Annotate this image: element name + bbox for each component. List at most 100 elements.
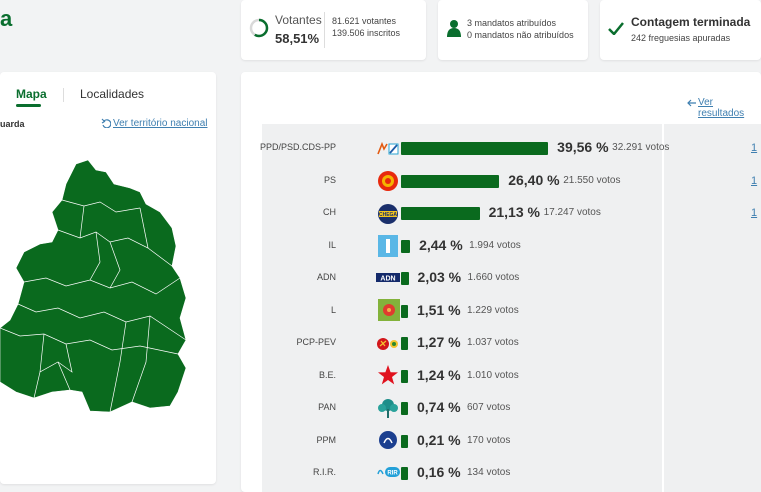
result-percent: 0,74 % — [417, 399, 461, 415]
map-panel: Mapa Localidades uarda Ver território na… — [0, 72, 216, 484]
party-name: IL — [328, 239, 336, 250]
result-votes: 1.037 votos — [467, 337, 519, 348]
party-name: PS — [323, 174, 336, 185]
result-percent: 0,21 % — [417, 431, 461, 448]
result-bar — [401, 239, 411, 253]
result-bar — [401, 402, 408, 415]
party-name: PPD/PSD.CDS-PP — [259, 142, 336, 152]
result-row[interactable]: L 1,51 % 1.229 votos — [262, 295, 761, 327]
result-percent: 2,03 % — [417, 269, 462, 285]
result-percent: 26,40 % — [508, 171, 560, 188]
result-percent: 1,24 % — [417, 366, 461, 383]
result-votes: 1.229 votos — [467, 304, 519, 316]
result-votes: 1.010 votos — [467, 369, 519, 381]
ch-logo-icon: CHEGA — [378, 204, 398, 224]
tab-divider — [63, 88, 64, 102]
person-icon — [447, 20, 461, 37]
party-name: R.I.R. — [312, 467, 336, 477]
pcp-pev-logo-icon — [377, 338, 398, 350]
count-status-card: Contagem terminada 242 freguesias apurad… — [600, 0, 761, 60]
result-percent: 0,16 % — [417, 464, 461, 480]
result-votes: 21.550 votos — [563, 174, 621, 186]
result-row[interactable]: PCP-PEV 1,27 % 1.037 votos — [262, 327, 761, 359]
parishes-counted: 242 freguesias apuradas — [631, 33, 731, 43]
result-percent: 1,27 % — [417, 334, 461, 350]
turnout-label: Votantes — [275, 13, 322, 27]
party-name: L — [330, 304, 336, 315]
pan-tree-logo-icon — [378, 399, 398, 418]
result-bar — [401, 467, 408, 480]
active-tab-indicator — [16, 104, 41, 107]
party-name: CH — [323, 207, 336, 217]
undo-icon[interactable] — [101, 118, 111, 128]
result-bar — [401, 369, 408, 383]
ppm-logo-icon — [379, 431, 397, 449]
adn-logo-icon: ADN — [376, 273, 400, 283]
bar-axis — [662, 124, 664, 492]
turnout-ring-icon — [249, 18, 269, 38]
turnout-card: Votantes 58,51% 81.621 votantes 139.506 … — [241, 0, 426, 60]
count-status-title: Contagem terminada — [631, 15, 751, 29]
result-row[interactable]: PS 26,40 % 21.550 votos 1 — [262, 165, 761, 197]
divider — [324, 12, 325, 48]
checkmark-icon — [608, 22, 624, 35]
result-votes: 134 votos — [467, 467, 511, 478]
result-row[interactable]: ADN 2,03 % 1.660 votos — [262, 262, 761, 294]
result-bar — [401, 174, 500, 188]
result-percent: 21,13 % — [488, 204, 540, 220]
tab-localities[interactable]: Localidades — [80, 87, 145, 101]
ps-logo-icon — [378, 171, 398, 191]
party-name: ADN — [316, 272, 336, 282]
result-votes: 1.660 votos — [467, 272, 520, 283]
il-logo-icon — [378, 235, 398, 257]
ppd-psd-cds-logo-icon — [377, 141, 399, 155]
district-map[interactable] — [0, 72, 216, 484]
result-row[interactable]: PAN 0,74 % 607 votos — [262, 392, 761, 424]
svg-text:ADN: ADN — [380, 276, 395, 283]
registered-count: 139.506 inscritos — [332, 28, 401, 38]
results-list: PPD/PSD.CDS-PP 39,56 % 32.291 votos 1 PS 26,4… — [259, 124, 761, 492]
mandates-count-link[interactable]: 1 — [751, 142, 758, 154]
result-votes: 32.291 votos — [612, 142, 670, 153]
tab-map[interactable]: Mapa — [16, 87, 47, 101]
result-votes: 17.247 votos — [543, 207, 601, 218]
svg-text:RIR: RIR — [387, 471, 398, 477]
result-row[interactable]: R.I.R. 0,16 % 134 votos — [262, 457, 761, 489]
mandates-card: 3 mandatos atribuídos 0 mandatos não atr… — [438, 0, 588, 60]
result-bar — [401, 207, 480, 220]
be-star-logo-icon — [378, 365, 398, 385]
result-row[interactable]: IL 2,44 % 1.994 votos — [262, 230, 761, 262]
result-row[interactable]: PPD/PSD.CDS-PP 39,56 % 32.291 votos 1 — [259, 132, 761, 164]
result-percent: 1,51 % — [417, 301, 461, 318]
arrow-left-icon[interactable] — [687, 98, 697, 108]
livre-logo-icon — [378, 299, 400, 321]
party-name: PPM — [316, 434, 336, 445]
result-row[interactable]: PPM 0,21 % 170 votos — [262, 425, 761, 457]
mandates-assigned: 3 mandatos atribuídos — [467, 18, 557, 28]
result-votes: 607 votos — [467, 402, 511, 413]
result-bar — [401, 272, 409, 285]
result-votes: 170 votos — [467, 434, 511, 446]
svg-text:CHEGA: CHEGA — [379, 212, 397, 218]
view-results-link[interactable]: Ver resultados — [698, 97, 745, 119]
result-bar — [401, 434, 408, 448]
result-bar — [401, 304, 408, 318]
mandates-count-link[interactable]: 1 — [751, 207, 758, 219]
party-name: PAN — [318, 402, 336, 412]
rir-logo-icon: RIR — [377, 467, 400, 477]
result-bar — [401, 142, 549, 155]
result-row[interactable]: B.E. 1,24 % 1.010 votos — [262, 360, 761, 392]
turnout-percent: 58,51% — [275, 31, 320, 46]
app-brand: a — [0, 6, 13, 31]
party-name: PCP-PEV — [296, 337, 336, 347]
national-territory-link[interactable]: Ver território nacional — [113, 118, 208, 129]
voters-count: 81.621 votantes — [332, 16, 397, 26]
mandates-count-link[interactable]: 1 — [751, 174, 758, 187]
result-votes: 1.994 votos — [469, 239, 521, 251]
result-bar — [401, 337, 408, 350]
party-name: B.E. — [318, 369, 336, 380]
mandates-unassigned: 0 mandatos não atribuídos — [467, 30, 574, 40]
result-percent: 2,44 % — [419, 236, 463, 253]
result-percent: 39,56 % — [557, 139, 609, 155]
result-row[interactable]: CH 21,13 % 17.247 votos 1 — [262, 197, 761, 229]
